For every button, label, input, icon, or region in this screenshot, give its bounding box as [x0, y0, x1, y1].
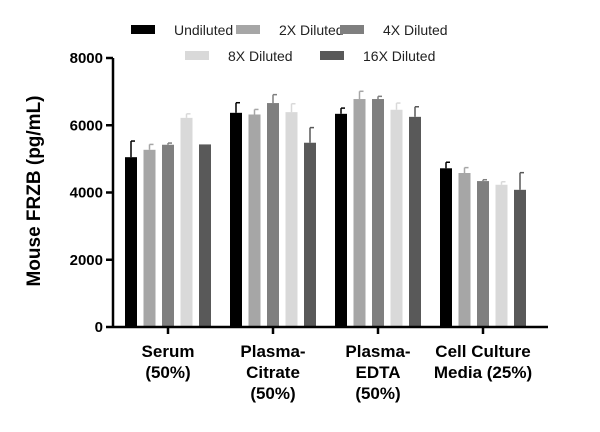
- x-tick-label-line: (50%): [145, 363, 190, 382]
- bar: [514, 189, 526, 327]
- bar: [335, 113, 347, 327]
- legend-label: Undiluted: [174, 22, 233, 38]
- legend-swatch: [236, 25, 260, 34]
- bar: [199, 144, 211, 327]
- legend-swatch: [131, 25, 155, 34]
- y-tick-label: 6000: [70, 117, 103, 134]
- bar: [267, 103, 279, 328]
- bar: [304, 142, 316, 327]
- bar: [440, 168, 452, 327]
- x-tick-label-line: EDTA: [355, 363, 400, 382]
- bar: [143, 149, 156, 327]
- x-tick-label-line: Cell Culture: [435, 342, 530, 361]
- legend-label: 16X Diluted: [363, 48, 435, 64]
- y-axis-title: Mouse FRZB (pg/mL): [24, 95, 45, 286]
- bar: [125, 157, 137, 327]
- bar: [230, 112, 242, 327]
- x-tick-label: Plasma- Citrate (50%): [240, 342, 305, 403]
- x-tick-label-line: Serum: [142, 342, 195, 361]
- legend: Undiluted 2X Diluted 4X Diluted 8X Diluted 1…: [131, 22, 448, 64]
- bar: [248, 114, 261, 328]
- x-tick-label-line: (50%): [250, 384, 295, 403]
- x-tick-label-line: Plasma-: [240, 342, 305, 361]
- bar: [162, 144, 174, 327]
- axes: 0 2000 4000 6000 8000 Serum (50%) Plasma- Citrat…: [70, 50, 548, 403]
- x-tick-label-line: (50%): [355, 384, 400, 403]
- x-tick-label-line: Plasma-: [345, 342, 410, 361]
- bar: [353, 99, 366, 328]
- legend-swatch: [320, 51, 344, 60]
- bar: [180, 117, 193, 327]
- bar: [409, 116, 421, 327]
- y-tick-label: 2000: [70, 252, 103, 269]
- y-tick-label: 4000: [70, 185, 103, 202]
- x-tick-label: Plasma- EDTA (50%): [345, 342, 410, 403]
- legend-swatch: [340, 25, 364, 34]
- y-tick-label: 0: [95, 319, 103, 336]
- bar: [495, 184, 508, 327]
- bar: [390, 109, 403, 327]
- bar: [477, 181, 489, 327]
- legend-label: 2X Diluted: [279, 22, 344, 38]
- bar: [458, 172, 471, 327]
- legend-label: 8X Diluted: [228, 48, 293, 64]
- legend-swatch: [185, 51, 209, 60]
- bar: [372, 99, 384, 328]
- legend-label: 4X Diluted: [383, 22, 448, 38]
- bars: [125, 90, 526, 328]
- x-tick-label-line: Media (25%): [434, 363, 532, 382]
- bar: [285, 112, 298, 327]
- x-tick-label: Serum (50%): [142, 342, 195, 382]
- y-tick-label: 8000: [70, 50, 103, 67]
- x-tick-label: Cell Culture Media (25%): [434, 342, 532, 382]
- x-tick-label-line: Citrate: [246, 363, 300, 382]
